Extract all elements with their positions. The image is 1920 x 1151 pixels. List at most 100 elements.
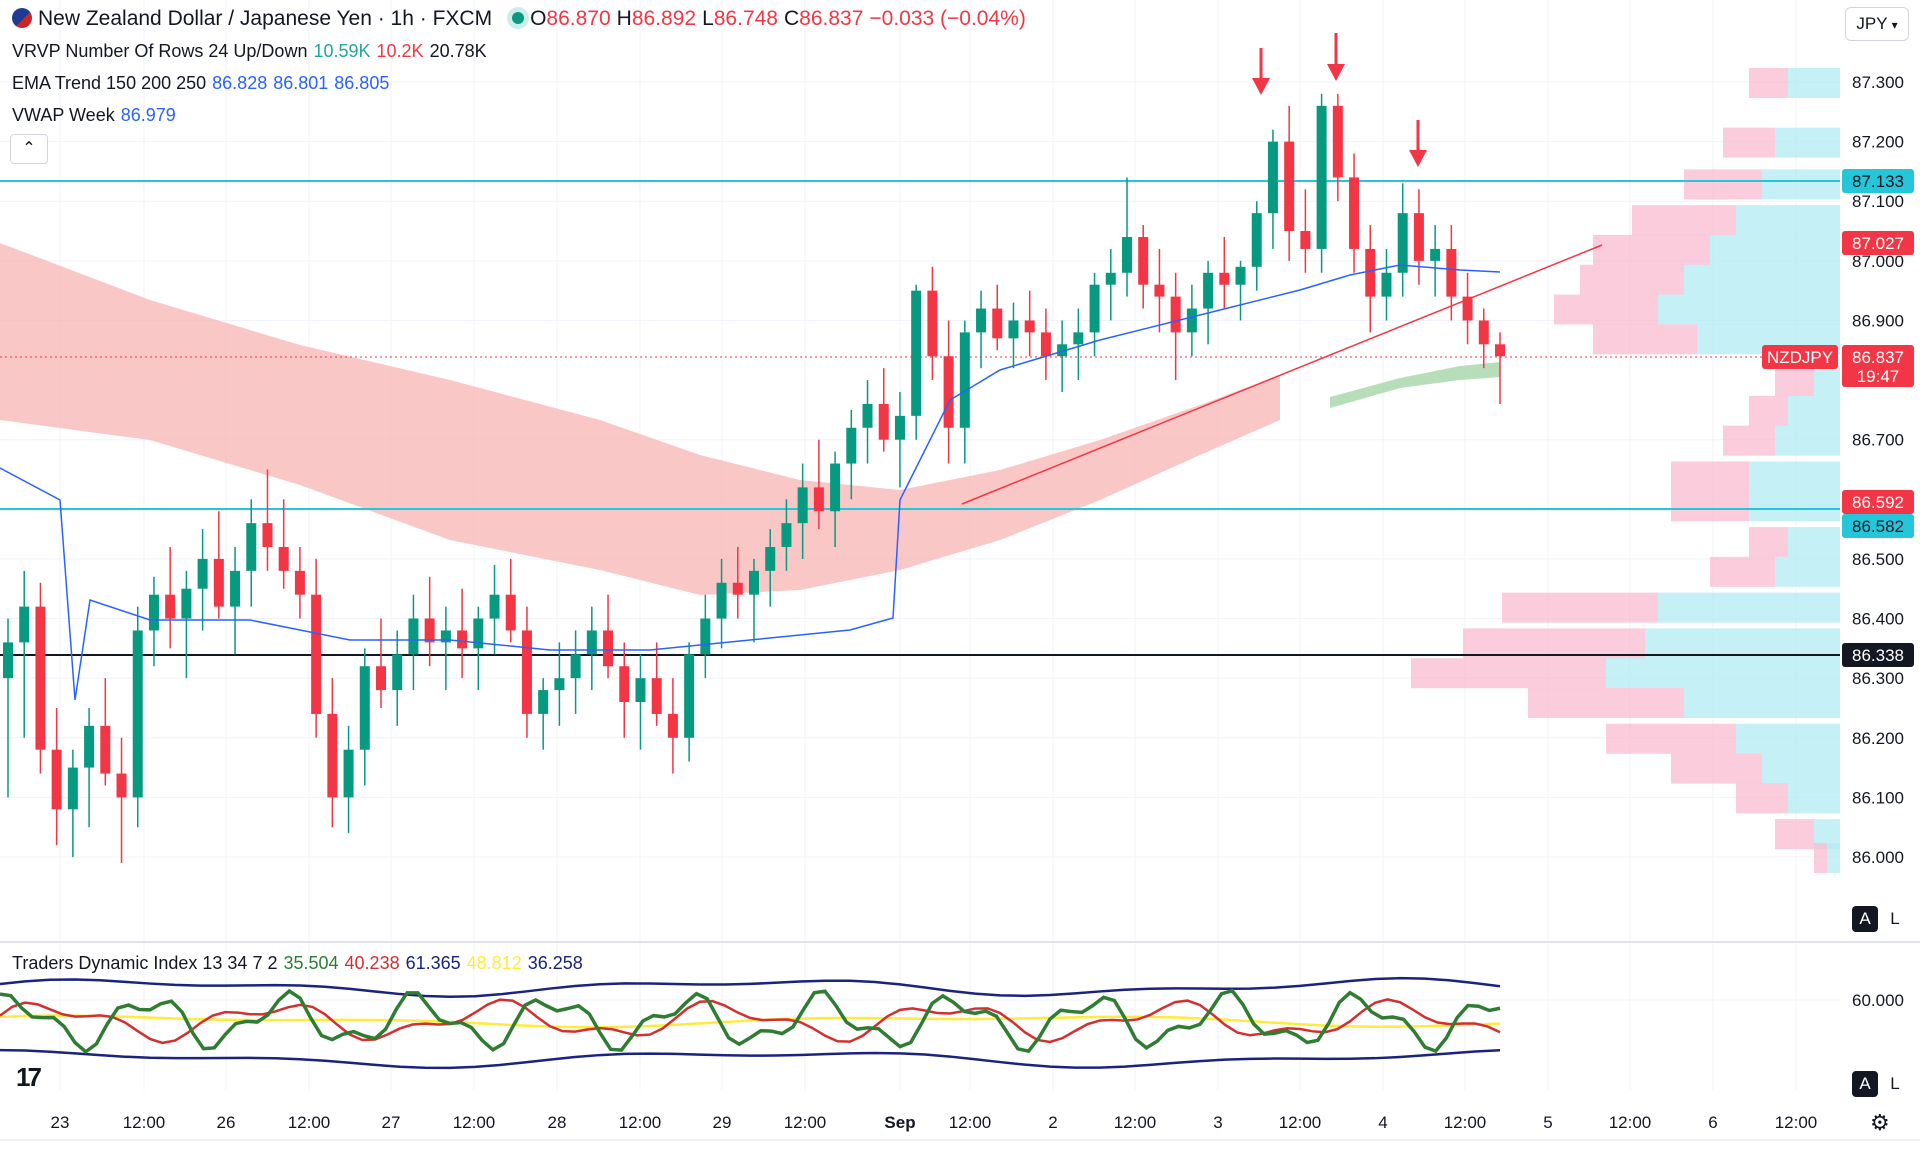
arrows: [1252, 33, 1427, 167]
badge-vwap: 87.027: [1852, 234, 1904, 253]
candle-body: [992, 308, 1003, 339]
candle-body: [132, 630, 143, 798]
candle-body: [100, 725, 111, 774]
legend-tdi[interactable]: Traders Dynamic Index 13 34 7 2 35.504 40.…: [12, 953, 589, 974]
price-axis[interactable]: 87.300 87.200 87.100 87.000 86.900 86.700 86.5…: [1852, 73, 1904, 867]
candle-body: [684, 654, 695, 738]
vp-row-down: [1749, 68, 1788, 98]
chart-title[interactable]: New Zealand Dollar / Japanese Yen · 1h ·…: [38, 7, 493, 30]
candle-body: [1203, 272, 1214, 309]
candle-body: [603, 630, 614, 667]
candle-body: [878, 403, 889, 440]
candle-body: [148, 594, 159, 631]
candle-body: [1300, 231, 1311, 249]
legend-vrvp[interactable]: VRVP Number Of Rows 24 Up/Down 10.59K 10.2…: [12, 41, 493, 62]
candle-body: [1057, 344, 1068, 357]
candle-body: [51, 749, 62, 810]
time-axis[interactable]: 23 12:00 26 12:00 27 12:00 28 12:00 29 12:00 Sep 12…: [51, 1113, 1818, 1132]
time-tick: 26: [217, 1113, 236, 1132]
vp-row-up: [1788, 527, 1840, 558]
vp-row-up: [1827, 843, 1840, 873]
candle-body: [1186, 308, 1197, 333]
log-scale-button[interactable]: L: [1882, 906, 1908, 932]
candle-body: [894, 415, 905, 440]
candle-body: [262, 523, 273, 547]
candle-body: [700, 618, 711, 655]
ohlc-l-label: L: [702, 7, 714, 30]
time-tick: 28: [548, 1113, 567, 1132]
candle-body: [570, 654, 581, 679]
candle-body: [278, 547, 289, 571]
legend-vwap[interactable]: VWAP Week 86.979: [12, 105, 182, 126]
candle-body: [830, 463, 841, 512]
candle-body: [1413, 213, 1424, 261]
chevron-up-icon: ⌃: [22, 140, 36, 157]
tdi-log-scale-button[interactable]: L: [1882, 1071, 1908, 1097]
candle-body: [1478, 320, 1489, 345]
badge-poc: 86.338: [1852, 646, 1904, 665]
tdi-rsi-line: [0, 988, 1501, 1054]
time-tick: 12:00: [949, 1113, 992, 1132]
candle-body: [976, 308, 987, 333]
legend-vrvp-total: 20.78K: [429, 41, 487, 61]
price-tick: 86.100: [1852, 788, 1904, 807]
vp-row-down: [1593, 324, 1697, 355]
vp-row-up: [1788, 395, 1840, 426]
vp-row-down: [1671, 461, 1749, 492]
vp-row-up: [1658, 294, 1840, 325]
trendline[interactable]: [961, 244, 1603, 505]
candle-body: [716, 582, 727, 619]
vp-row-down: [1723, 425, 1775, 456]
currency-select[interactable]: JPY: [1845, 7, 1909, 41]
vp-row-up: [1645, 628, 1840, 659]
vp-row-down: [1814, 843, 1827, 873]
tradingview-logo-icon[interactable]: 17: [16, 1062, 42, 1092]
candle-body: [959, 332, 970, 428]
vp-row-down: [1775, 366, 1814, 397]
vp-row-up: [1684, 688, 1840, 718]
vp-row-up: [1736, 723, 1840, 754]
candle-body: [1089, 284, 1100, 333]
time-tick: 12:00: [123, 1113, 166, 1132]
legend-ema-200: 86.801: [273, 73, 329, 93]
candle-body: [1397, 213, 1408, 273]
tdi-tick: 60.000: [1852, 991, 1904, 1010]
candle-body: [667, 713, 678, 738]
candle-body: [246, 523, 257, 571]
candle-body: [586, 630, 597, 655]
settings-gear-icon[interactable]: ⚙: [1870, 1110, 1890, 1135]
price-tick: 86.300: [1852, 669, 1904, 688]
vp-row-up: [1762, 753, 1840, 784]
collapse-legend-button[interactable]: ⌃: [10, 134, 48, 164]
price-tick: 86.900: [1852, 311, 1904, 330]
time-tick: 12:00: [1609, 1113, 1652, 1132]
vp-row-down: [1554, 294, 1658, 325]
candle-body: [1284, 141, 1295, 232]
ohlc-h-label: H: [616, 7, 632, 30]
badge-support-a: 86.592: [1852, 493, 1904, 512]
ema-band: [0, 243, 1280, 595]
vp-row-up: [1749, 491, 1840, 522]
candle-body: [327, 713, 338, 798]
candle-body: [376, 666, 386, 691]
time-tick: 12:00: [288, 1113, 331, 1132]
tdi-auto-scale-button[interactable]: A: [1852, 1071, 1878, 1097]
time-tick: 12:00: [1279, 1113, 1322, 1132]
candle-body: [538, 690, 549, 714]
time-tick: 12:00: [619, 1113, 662, 1132]
vp-row-down: [1411, 658, 1606, 689]
candle-body: [781, 523, 792, 547]
auto-scale-button[interactable]: A: [1852, 906, 1878, 932]
ohlc-change: −0.033 (−0.04%): [869, 7, 1026, 30]
candle-body: [1446, 248, 1457, 297]
candle-body: [1024, 320, 1035, 333]
legend-vrvp-name: VRVP Number Of Rows 24 Up/Down: [12, 41, 308, 61]
vp-row-up: [1658, 592, 1840, 623]
candle-body: [1349, 177, 1360, 249]
market-open-icon: [512, 12, 525, 24]
candle-body: [1316, 105, 1327, 249]
vp-row-up: [1788, 68, 1840, 98]
legend-vrvp-down: 10.2K: [376, 41, 424, 61]
legend-ema[interactable]: EMA Trend 150 200 250 86.828 86.801 86.805: [12, 73, 395, 94]
